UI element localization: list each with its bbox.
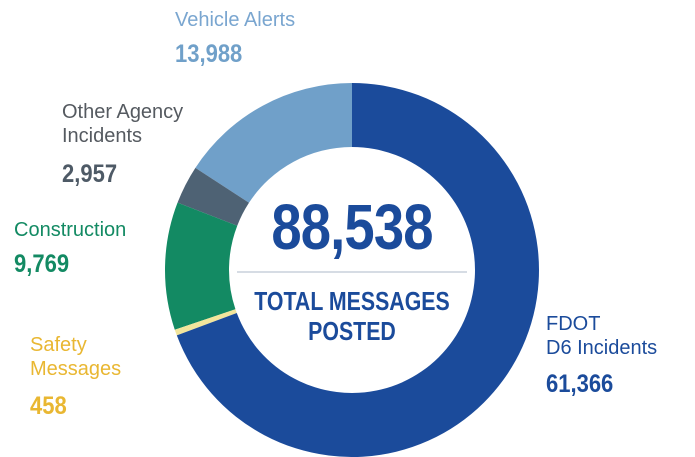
slice-label: Construction bbox=[14, 219, 127, 241]
donut-slice bbox=[177, 167, 249, 226]
slice-value: 13,988 bbox=[175, 40, 243, 68]
donut-slice bbox=[195, 83, 352, 203]
donut-slice bbox=[165, 202, 238, 330]
slice-value: 61,366 bbox=[546, 370, 614, 398]
total-value: 88,538 bbox=[271, 191, 433, 263]
slice-label: FDOT D6 Incidents bbox=[546, 313, 658, 359]
slice-value: 2,957 bbox=[62, 160, 118, 188]
donut-slice bbox=[176, 83, 540, 457]
slice-label: Other Agency Incidents bbox=[62, 101, 184, 147]
center-text: TOTAL MESSAGES POSTED bbox=[254, 286, 450, 346]
slice-value: 9,769 bbox=[14, 250, 70, 278]
slice-value: 458 bbox=[30, 392, 67, 420]
slice-label: Safety Messages bbox=[30, 334, 122, 380]
slice-label: Vehicle Alerts bbox=[175, 9, 296, 31]
donut-slice bbox=[174, 309, 237, 336]
